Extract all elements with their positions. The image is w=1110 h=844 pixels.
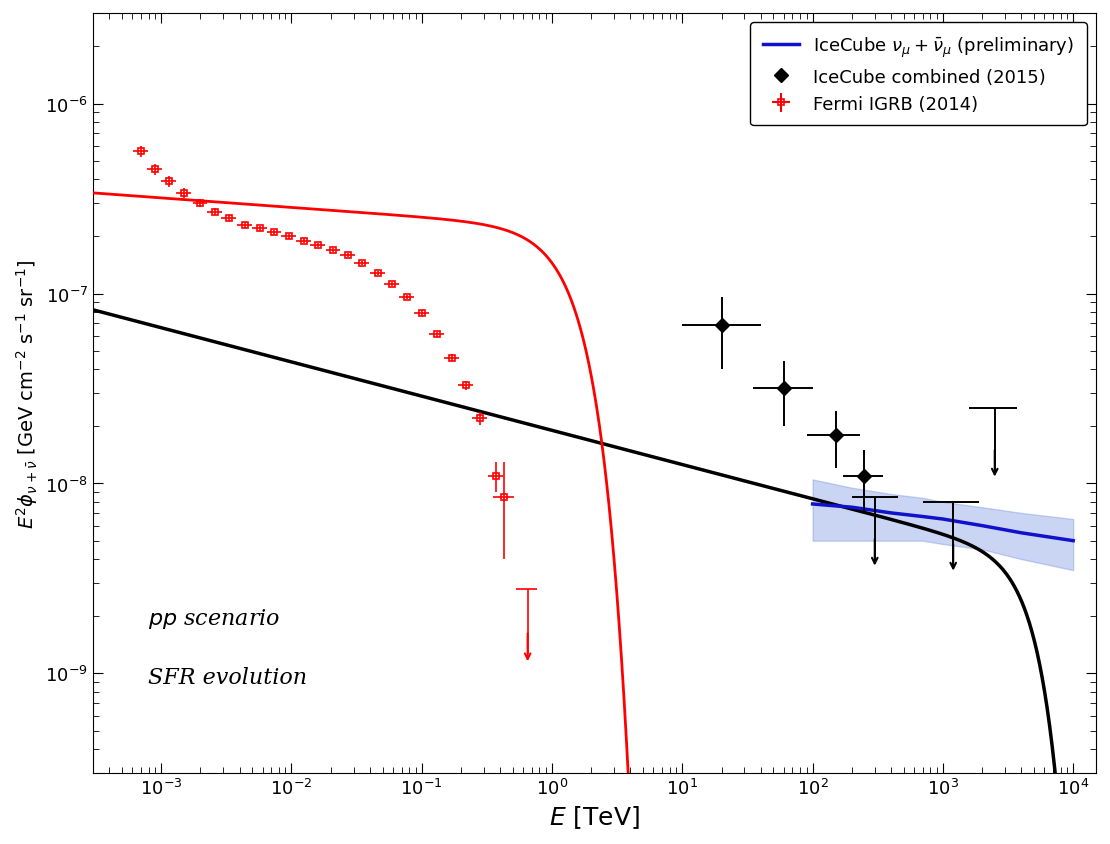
IceCube $\nu_\mu+\bar{\nu}_\mu$ (preliminary) <box>806 500 819 510</box>
IceCube $\nu_\mu+\bar{\nu}_\mu$ (preliminary) <box>976 521 989 531</box>
IceCube $\nu_\mu+\bar{\nu}_\mu$ (preliminary) <box>1067 536 1080 546</box>
IceCube $\nu_\mu+\bar{\nu}_\mu$ (preliminary) <box>936 514 949 524</box>
IceCube $\nu_\mu+\bar{\nu}_\mu$ (preliminary) <box>1015 528 1028 538</box>
Legend: IceCube $\nu_\mu+\bar{\nu}_\mu$ (preliminary), IceCube combined (2015), Fermi IG: IceCube $\nu_\mu+\bar{\nu}_\mu$ (prelimi… <box>750 23 1087 127</box>
Line: IceCube $\nu_\mu+\bar{\nu}_\mu$ (preliminary): IceCube $\nu_\mu+\bar{\nu}_\mu$ (prelimi… <box>813 505 1073 541</box>
Y-axis label: $E^2\phi_{\nu+\bar{\nu}}$ [GeV cm$^{-2}$ s$^{-1}$ sr$^{-1}$]: $E^2\phi_{\nu+\bar{\nu}}$ [GeV cm$^{-2}$… <box>14 259 40 528</box>
X-axis label: $E$ [TeV]: $E$ [TeV] <box>549 803 640 830</box>
IceCube $\nu_\mu+\bar{\nu}_\mu$ (preliminary) <box>916 511 929 522</box>
Text: $pp$ scenario: $pp$ scenario <box>149 606 281 630</box>
IceCube $\nu_\mu+\bar{\nu}_\mu$ (preliminary) <box>885 508 898 518</box>
IceCube $\nu_\mu+\bar{\nu}_\mu$ (preliminary) <box>845 502 858 512</box>
Text: SFR evolution: SFR evolution <box>149 667 307 689</box>
